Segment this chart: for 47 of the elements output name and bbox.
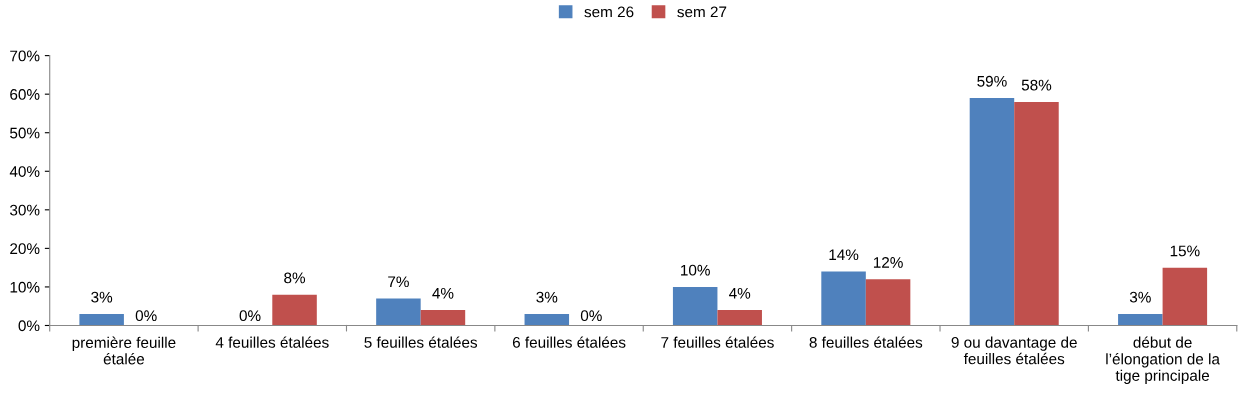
legend-label: sem 27: [677, 6, 727, 18]
y-tick-label: 40%: [9, 166, 40, 177]
data-label: 58%: [1021, 79, 1052, 91]
data-label: 0%: [580, 310, 602, 322]
bar: [272, 294, 317, 326]
data-label: 59%: [977, 75, 1007, 87]
bar: [420, 310, 466, 326]
x-tick-label: 9 ou davantage de feuilles étalées: [951, 336, 1077, 365]
data-label: 7%: [388, 276, 409, 288]
x-tick-label: 5 feuilles étalées: [364, 336, 478, 348]
data-label: 0%: [135, 310, 157, 322]
bar: [969, 98, 1015, 326]
bar: [717, 310, 762, 326]
x-tick-label: première feuille étalée: [72, 336, 176, 365]
y-tick-label: 60%: [10, 89, 40, 100]
data-label: 0%: [239, 310, 261, 322]
bar: [821, 271, 866, 326]
y-tick-label: 10%: [10, 281, 40, 293]
x-tick-label: 8 feuilles étalées: [809, 336, 923, 348]
data-label: 12%: [873, 257, 903, 268]
bar: [1014, 101, 1059, 326]
x-tick-label: 6 feuilles étalées: [512, 336, 626, 348]
y-tick-label: 20%: [10, 243, 40, 255]
x-tick-label: début de l’élongation de la tige principale: [1106, 336, 1220, 384]
data-label: 4%: [432, 287, 454, 299]
data-label: 8%: [284, 272, 306, 284]
bar: [79, 313, 124, 326]
data-label: 10%: [681, 264, 710, 276]
y-tick-label: 70%: [10, 50, 40, 62]
bar: [524, 313, 570, 326]
bar: [376, 298, 421, 326]
data-label: 3%: [91, 291, 113, 303]
data-label: 4%: [729, 287, 751, 299]
x-tick-label: 4 feuilles étalées: [215, 336, 329, 348]
bar: [1162, 267, 1208, 326]
y-tick-label: 30%: [10, 204, 40, 216]
bar: [672, 286, 718, 326]
data-label: 15%: [1170, 245, 1200, 257]
legend-label: sem 26: [584, 6, 634, 18]
bar: [1118, 313, 1163, 326]
data-label: 3%: [1129, 291, 1151, 303]
data-label: 14%: [829, 249, 859, 261]
x-tick-label: 7 feuilles étalées: [661, 336, 774, 348]
y-tick-label: 50%: [10, 127, 40, 139]
y-tick-label: 0%: [18, 320, 40, 332]
data-label: 3%: [536, 291, 558, 303]
bar: [865, 279, 911, 326]
